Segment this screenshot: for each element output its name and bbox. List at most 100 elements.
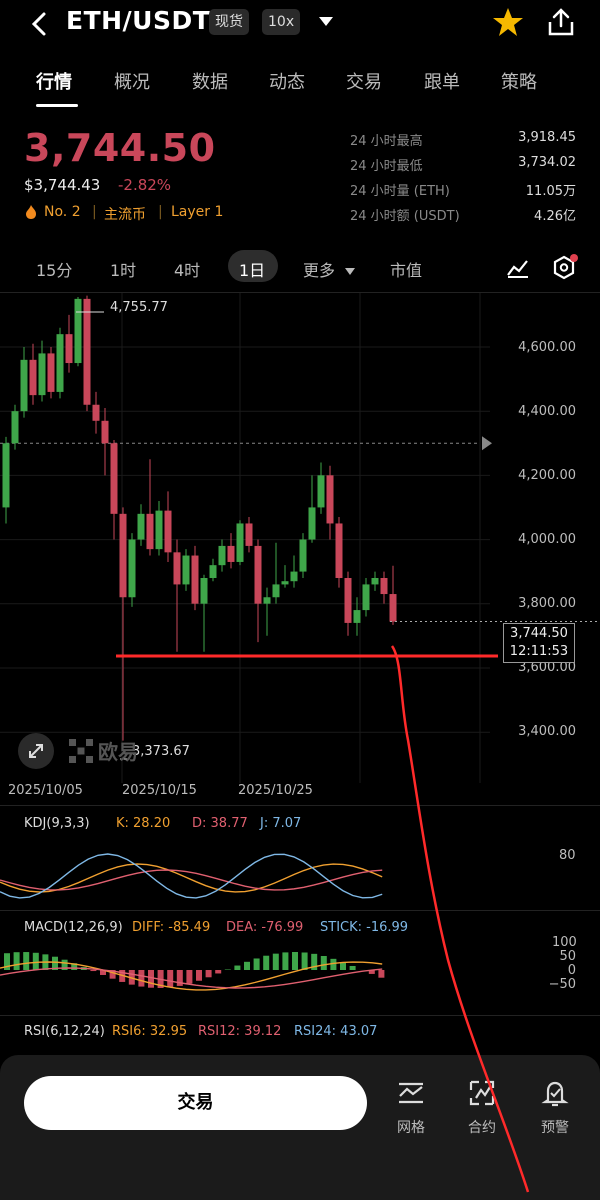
candle-body (146, 513, 154, 550)
candle-body (380, 578, 388, 595)
candle-body (227, 545, 235, 562)
macd-bar (90, 970, 97, 972)
tab-trade[interactable]: 交易 (346, 72, 382, 93)
tab-copy[interactable]: 跟单 (424, 72, 460, 93)
candle-body (38, 353, 46, 396)
interval-more[interactable]: 更多 (303, 261, 336, 280)
candle-body (272, 584, 280, 598)
macd-tick: 50 (559, 949, 576, 964)
candle-body (191, 555, 199, 604)
macd-bar (138, 970, 145, 987)
candle-body (110, 443, 118, 514)
bell-alert-icon[interactable] (540, 1078, 570, 1112)
macd-bar (282, 952, 289, 970)
candle-body (326, 475, 334, 524)
candle-body (245, 523, 253, 546)
interval-15m[interactable]: 15分 (36, 261, 73, 280)
macd-stick: STICK: -16.99 (320, 920, 409, 935)
macd-tick: 0 (567, 963, 576, 978)
candle-body (236, 523, 244, 562)
macd-bar (244, 961, 250, 970)
macd-bar (167, 970, 174, 988)
candle-body (263, 597, 271, 604)
interval-1d[interactable]: 1日 (239, 261, 266, 280)
trade-button[interactable]: 交易 (24, 1076, 367, 1130)
interval-active-bg (228, 250, 278, 282)
candle-body (101, 420, 109, 444)
candle-body (308, 507, 316, 540)
interval-market-cap[interactable]: 市值 (390, 261, 423, 280)
macd-bar (176, 970, 183, 986)
tag-mainstream[interactable]: 主流币 (104, 207, 146, 223)
candle-body (119, 513, 127, 598)
stat-volume-label: 24 小时量 (ETH) (350, 184, 450, 199)
contract-icon[interactable] (467, 1078, 497, 1112)
x-tick: 2025/10/25 (238, 783, 313, 798)
stat-amount-value: 4.26亿 (534, 209, 576, 224)
usd-price: $3,744.43 (24, 176, 101, 194)
interval-4h[interactable]: 4时 (174, 261, 201, 280)
macd-tick: 100 (552, 935, 577, 950)
candle-body (47, 353, 55, 392)
kdj-label: KDJ(9,3,3) (24, 816, 90, 831)
candle-body (290, 571, 298, 582)
macd-bar (340, 962, 346, 970)
share-icon[interactable] (546, 6, 576, 42)
tab-overview[interactable]: 概况 (114, 72, 150, 93)
macd-chart (0, 952, 385, 991)
expand-icon[interactable] (18, 733, 54, 769)
macd-bar (292, 952, 298, 970)
macd-label: MACD(12,26,9) (24, 920, 123, 935)
tab-market[interactable]: 行情 (36, 72, 72, 93)
candle-body (317, 475, 325, 508)
macd-diff-line (0, 961, 383, 991)
stat-high-value: 3,918.45 (518, 130, 576, 145)
tab-news[interactable]: 动态 (269, 72, 305, 93)
candle-body (173, 552, 181, 585)
current-price-box[interactable]: 3,744.50 12:11:53 (503, 623, 575, 663)
tab-strategy[interactable]: 策略 (501, 72, 537, 93)
macd-diff: DIFF: -85.49 (132, 920, 211, 935)
alert-label[interactable]: 预警 (541, 1120, 569, 1136)
candle-body (182, 555, 190, 585)
watermark-logo (68, 738, 94, 768)
back-icon[interactable] (28, 10, 52, 38)
macd-bar (253, 958, 260, 970)
y-tick: 3,400.00 (518, 724, 576, 739)
candle-body (20, 359, 28, 412)
kdj-tick: 80 (559, 848, 576, 863)
chevron-down-icon[interactable] (316, 14, 336, 34)
candle-body (29, 359, 37, 396)
candle-body (218, 545, 226, 566)
grid-icon[interactable] (396, 1078, 426, 1112)
macd-bar (148, 970, 154, 988)
interval-1h[interactable]: 1时 (110, 261, 137, 280)
macd-bar (224, 969, 231, 970)
macd-bar (4, 953, 10, 970)
leverage-badge[interactable]: 10x (262, 9, 301, 35)
macd-bar (301, 952, 308, 970)
tab-data[interactable]: 数据 (192, 72, 228, 93)
stat-low-label: 24 小时最低 (350, 159, 423, 174)
macd-bar (349, 965, 356, 970)
y-tick: 4,200.00 (518, 468, 576, 483)
macd-dea: DEA: -76.99 (226, 920, 304, 935)
contract-label[interactable]: 合约 (468, 1120, 496, 1136)
caret-down-icon[interactable] (344, 262, 356, 281)
stat-amount-label: 24 小时额 (USDT) (350, 209, 460, 224)
tag-layer1[interactable]: Layer 1 (171, 204, 224, 220)
indicator-icon[interactable] (506, 255, 530, 283)
tab-underline (36, 104, 78, 107)
macd-bar (52, 956, 58, 970)
fire-icon (24, 204, 38, 224)
star-icon[interactable] (492, 6, 524, 42)
macd-bar (368, 970, 375, 974)
low-annotation: 3,373.67 (132, 744, 190, 759)
settings-hex-icon[interactable] (550, 254, 578, 286)
candle-body (209, 565, 217, 578)
grid-label[interactable]: 网格 (397, 1120, 425, 1136)
candle-body (353, 610, 361, 623)
x-tick: 2025/10/15 (122, 783, 197, 798)
high-annotation: 4,755.77 (110, 300, 168, 315)
macd-bar (100, 970, 106, 975)
